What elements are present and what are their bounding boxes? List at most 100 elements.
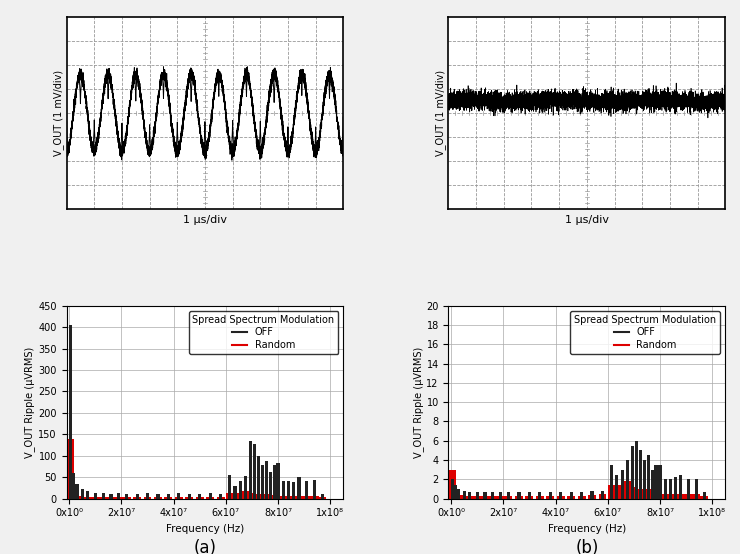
Bar	[615, 475, 619, 499]
Bar	[623, 481, 631, 499]
Bar	[99, 497, 107, 499]
Bar	[178, 493, 181, 499]
Bar	[489, 496, 497, 499]
Bar	[295, 496, 303, 499]
Bar	[684, 494, 693, 499]
Bar	[536, 496, 544, 499]
Bar	[146, 494, 149, 499]
X-axis label: 1 μs/div: 1 μs/div	[183, 215, 227, 225]
Bar	[226, 493, 234, 499]
Bar	[507, 492, 510, 499]
Bar	[588, 495, 596, 499]
Bar	[647, 455, 650, 499]
Bar	[318, 497, 326, 499]
Bar	[639, 450, 642, 499]
Bar	[636, 489, 645, 499]
Bar	[154, 497, 162, 499]
Bar	[505, 496, 512, 499]
Bar	[610, 465, 613, 499]
Bar	[654, 465, 658, 499]
Bar	[73, 496, 81, 499]
Bar	[455, 495, 462, 499]
Bar	[628, 487, 636, 499]
Bar	[305, 481, 309, 499]
Bar	[517, 492, 520, 499]
Legend: OFF, Random: OFF, Random	[189, 311, 338, 354]
Bar	[311, 496, 318, 499]
Y-axis label: V_OUT (1 mV/div): V_OUT (1 mV/div)	[435, 70, 445, 156]
Bar	[86, 491, 89, 499]
Bar	[703, 492, 706, 499]
Bar	[277, 464, 280, 499]
Bar	[255, 494, 263, 499]
Bar	[570, 492, 573, 499]
Bar	[219, 494, 222, 499]
Y-axis label: V_OUT Ripple (μVRMS): V_OUT Ripple (μVRMS)	[24, 347, 36, 458]
Bar	[457, 489, 460, 499]
Bar	[687, 479, 690, 499]
Bar	[667, 494, 674, 499]
Bar	[125, 494, 128, 499]
Bar	[72, 473, 75, 499]
Bar	[78, 497, 86, 499]
Bar	[643, 460, 646, 499]
Bar	[568, 496, 575, 499]
Bar	[635, 441, 638, 499]
Bar	[451, 493, 459, 499]
Bar	[549, 492, 552, 499]
Bar	[528, 492, 531, 499]
Bar	[123, 497, 130, 499]
Text: (a): (a)	[193, 538, 217, 554]
Bar	[631, 445, 634, 499]
Y-axis label: V_OUT (1 mV/div): V_OUT (1 mV/div)	[53, 70, 64, 156]
Bar	[648, 491, 656, 499]
Bar	[251, 494, 258, 499]
Bar	[626, 460, 629, 499]
Bar	[669, 479, 672, 499]
Bar	[621, 470, 624, 499]
Bar	[253, 444, 256, 499]
Bar	[499, 492, 502, 499]
Bar	[135, 494, 138, 499]
Bar	[196, 497, 204, 499]
Bar	[483, 492, 487, 499]
Bar	[633, 489, 640, 499]
Bar	[258, 495, 266, 499]
Bar	[274, 496, 282, 499]
Bar	[236, 493, 244, 499]
Bar	[659, 465, 662, 499]
Bar	[287, 481, 290, 499]
Bar	[601, 491, 604, 499]
Bar	[257, 456, 260, 499]
Bar	[115, 497, 123, 499]
Bar	[465, 496, 474, 499]
Bar	[110, 494, 112, 499]
Bar	[265, 461, 268, 499]
Bar	[133, 497, 141, 499]
Bar	[599, 494, 606, 499]
Y-axis label: V_OUT Ripple (μVRMS): V_OUT Ripple (μVRMS)	[413, 347, 423, 458]
Bar	[249, 441, 252, 499]
Bar	[69, 325, 72, 499]
Bar	[233, 486, 237, 499]
Bar	[70, 495, 77, 499]
Bar	[468, 492, 471, 499]
Bar	[263, 494, 270, 499]
Bar	[81, 489, 84, 499]
Bar	[580, 492, 583, 499]
Bar	[164, 497, 172, 499]
Bar	[662, 494, 669, 499]
Bar	[107, 497, 115, 499]
Bar	[695, 479, 698, 499]
Text: (b): (b)	[575, 538, 599, 554]
Bar	[652, 494, 660, 499]
Bar	[292, 483, 295, 499]
Bar	[525, 496, 534, 499]
Bar	[556, 496, 565, 499]
Bar	[282, 481, 285, 499]
Bar	[313, 480, 316, 499]
Bar	[460, 496, 468, 499]
Bar	[297, 477, 300, 499]
Bar	[640, 491, 648, 499]
Bar	[260, 465, 264, 499]
